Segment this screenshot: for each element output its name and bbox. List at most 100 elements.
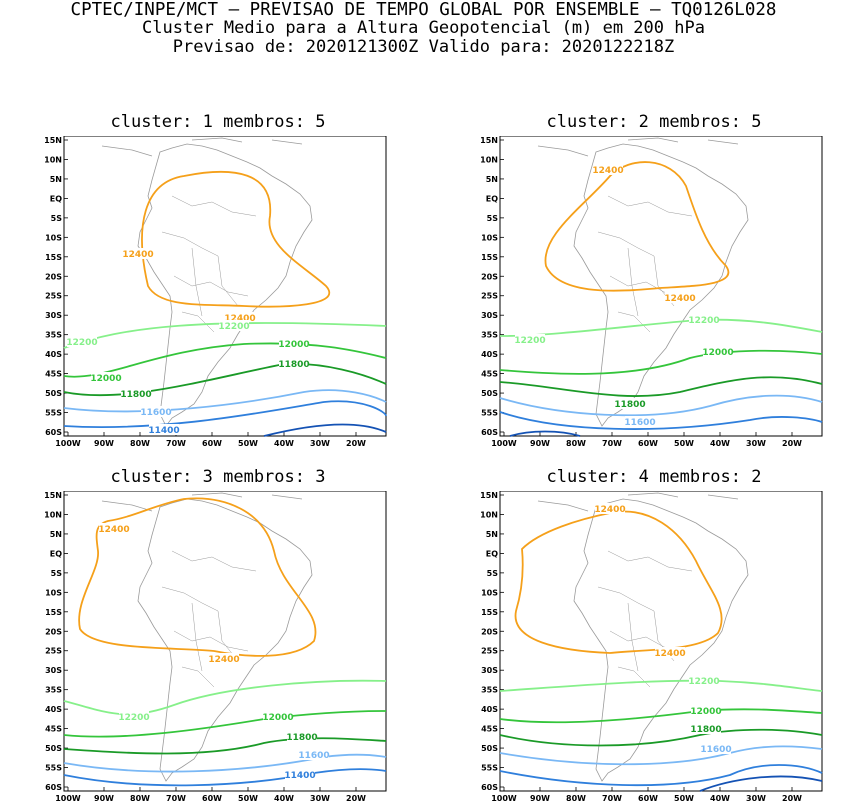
country-border — [597, 231, 655, 257]
map-panel-4: cluster: 4 membros: 2 15N 10N 5N EQ 5S 10S 15S… — [464, 467, 844, 807]
contour-label: 12000 — [690, 707, 721, 717]
map-panel-3: cluster: 3 membros: 3 15N 10N 5N EQ 5S 10S 15S… — [28, 467, 408, 807]
map-panel-1: cluster: 1 membros: 5 15N 10N 5N EQ 5S 10S 15S… — [28, 112, 408, 452]
contour-label: 12200 — [218, 322, 249, 332]
lat-tick-label: 40S — [45, 350, 62, 359]
contour-label-bg — [689, 314, 719, 325]
country-border — [617, 311, 651, 333]
lat-tick-label: 55S — [481, 409, 498, 418]
contour-11800 — [63, 362, 387, 397]
lon-tick-label: 80W — [130, 794, 150, 803]
lon-tick-label: 70W — [602, 794, 622, 803]
lon-tick-label: 100W — [55, 439, 81, 448]
lon-tick-label: 30W — [310, 794, 330, 803]
contour-label: 12000 — [702, 348, 733, 358]
lon-tick-label: 30W — [746, 794, 766, 803]
contour-11200 — [509, 430, 581, 437]
map-frame — [63, 136, 387, 437]
panel-title: cluster: 3 membros: 3 — [110, 467, 326, 487]
contour-label-bg — [691, 705, 721, 716]
country-border — [161, 586, 219, 612]
figure-title-line-3: Previsao de: 2020121300Z Valido para: 20… — [172, 37, 675, 57]
lat-tick-label: EQ — [50, 194, 62, 203]
lat-tick-label: 50S — [481, 744, 498, 753]
country-border — [607, 550, 693, 572]
contour-label: 12400 — [654, 649, 685, 659]
lat-tick-label: 15S — [45, 608, 62, 617]
lat-tick-label: 5N — [50, 530, 62, 539]
contour-label: 11800 — [614, 400, 645, 410]
contour-label-bg — [123, 248, 153, 259]
lat-tick-label: 10S — [45, 233, 62, 242]
lat-tick-label: 5S — [487, 214, 499, 223]
lat-tick-label: 5N — [486, 175, 498, 184]
lat-tick-label: 50S — [481, 389, 498, 398]
contour-label-bg — [691, 723, 721, 734]
contour-label-bg — [119, 711, 149, 722]
contour-12000 — [499, 349, 823, 375]
country-border — [627, 602, 639, 672]
lat-tick-label: 25S — [45, 292, 62, 301]
contour-label: 12200 — [118, 713, 149, 723]
lat-tick-label: 60S — [45, 783, 62, 792]
contour-label-bg — [141, 406, 171, 417]
lon-tick-label: 60W — [638, 794, 658, 803]
map-layer: 15N 10N 5N EQ 5S 10S 15S 20S 25S 30S 35S 40S 45S 50S 5… — [480, 136, 823, 448]
lon-tick-label: 70W — [602, 439, 622, 448]
lat-tick-label: EQ — [486, 549, 498, 558]
lat-tick-label: 25S — [481, 647, 498, 656]
country-border — [171, 550, 257, 572]
contour-label-bg — [665, 292, 695, 303]
coastline — [137, 498, 313, 782]
lat-tick-label: 10S — [45, 588, 62, 597]
lon-tick-label: 90W — [94, 794, 114, 803]
contour-label: 12200 — [688, 316, 719, 326]
lat-tick-label: 35S — [45, 686, 62, 695]
contour-label: 12000 — [278, 340, 309, 350]
lon-tick-label: 40W — [274, 794, 294, 803]
lon-tick-label: 40W — [710, 794, 730, 803]
lat-tick-label: 15S — [481, 253, 498, 262]
contour-label-bg — [285, 769, 315, 780]
lon-tick-label: 60W — [202, 439, 222, 448]
contour-label: 12400 — [208, 655, 239, 665]
contour-label-bg — [279, 338, 309, 349]
contour-label: 11600 — [298, 751, 329, 761]
lat-tick-label: 10S — [481, 233, 498, 242]
contour-label-bg — [121, 388, 151, 399]
contour-label-bg — [219, 320, 249, 331]
panel-title: cluster: 4 membros: 2 — [546, 467, 762, 487]
lon-tick-label: 90W — [94, 439, 114, 448]
contour-11600 — [63, 389, 387, 413]
contour-label: 11800 — [286, 733, 317, 743]
contour-label-bg — [701, 743, 731, 754]
country-border — [181, 666, 215, 688]
lon-tick-label: 50W — [238, 439, 258, 448]
contour-label-bg — [209, 653, 239, 664]
lon-tick-label: 60W — [638, 439, 658, 448]
country-border — [181, 311, 215, 333]
map-pane-2: 15N 10N 5N EQ 5S 10S 15S 20S 25S 30S 35S 40S 45S 50S 5… — [480, 136, 823, 448]
lat-tick-label: 45S — [481, 370, 498, 379]
lat-tick-label: 10N — [480, 155, 498, 164]
contour-label: 11800 — [690, 725, 721, 735]
lat-tick-label: 30S — [45, 666, 62, 675]
contour-label-bg — [625, 416, 655, 427]
lat-tick-label: 50S — [45, 389, 62, 398]
lat-tick-label: 40S — [481, 350, 498, 359]
coastline — [573, 143, 749, 427]
lat-tick-label: 45S — [481, 725, 498, 734]
lon-tick-label: 30W — [746, 439, 766, 448]
lon-tick-label: 20W — [782, 439, 802, 448]
country-border — [173, 275, 249, 297]
contour-11400 — [499, 411, 823, 430]
lat-tick-label: 10N — [480, 510, 498, 519]
country-border — [173, 630, 249, 652]
contour-label: 12000 — [262, 713, 293, 723]
contour-label: 12400 — [594, 505, 625, 515]
figure-title-line-2: Cluster Medio para a Altura Geopotencial… — [142, 18, 705, 38]
map-layer: 15N 10N 5N EQ 5S 10S 15S 20S 25S 30S 35S 40S 45S 50S 5… — [44, 136, 387, 448]
lat-tick-label: 5N — [50, 175, 62, 184]
lat-tick-label: 55S — [45, 764, 62, 773]
lat-tick-label: 55S — [481, 764, 498, 773]
